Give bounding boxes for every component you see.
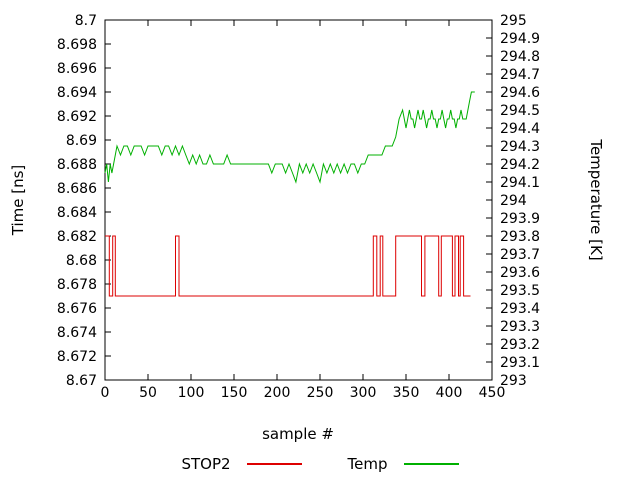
y-right-tick-label: 294 [500, 193, 527, 209]
y-right-tick-label: 293.9 [500, 211, 540, 227]
y-right-tick-label: 293.3 [500, 319, 540, 335]
y-right-tick-label: 293.8 [500, 229, 540, 245]
x-tick-label: 350 [393, 385, 420, 401]
y-right-tick-label: 293.7 [500, 247, 540, 263]
legend-item-stop2: STOP2 [181, 455, 302, 473]
series-line-stop2 [105, 235, 471, 297]
y-right-tick-label: 294.2 [500, 157, 540, 173]
plot-border [104, 19, 493, 381]
x-tick-label: 250 [307, 385, 334, 401]
y-right-tick-label: 295 [500, 13, 527, 29]
x-tick-label: 150 [221, 385, 248, 401]
y-right-tick-label: 294.3 [500, 139, 540, 155]
x-axis-label: sample # [262, 425, 334, 443]
x-tick-label: 400 [436, 385, 463, 401]
y-left-tick-label: 8.67 [66, 373, 97, 389]
x-tick-label: 50 [139, 385, 157, 401]
y-right-tick-label: 293.6 [500, 265, 540, 281]
y-left-tick-label: 8.69 [66, 133, 97, 149]
y-left-tick-label: 8.698 [57, 37, 97, 53]
y-axis-label-right: Temperature [K] [587, 139, 605, 261]
y-right-tick-label: 293.4 [500, 301, 540, 317]
x-tick-label: 300 [350, 385, 377, 401]
y-right-tick-label: 293.2 [500, 337, 540, 353]
legend-label-temp: Temp [347, 455, 388, 473]
y-left-tick-label: 8.674 [57, 325, 97, 341]
x-tick-label: 450 [479, 385, 506, 401]
y-left-tick-label: 8.682 [57, 229, 97, 245]
y-right-tick-label: 294.1 [500, 175, 540, 191]
y-left-tick-label: 8.696 [57, 61, 97, 77]
series-line-temp [104, 91, 475, 184]
legend: STOP2 Temp [0, 455, 640, 473]
y-left-tick-label: 8.694 [57, 85, 97, 101]
y-left-tick-label: 8.672 [57, 349, 97, 365]
y-left-tick-label: 8.676 [57, 301, 97, 317]
y-left-tick-label: 8.692 [57, 109, 97, 125]
y-axis-label-left: Time [ns] [9, 164, 27, 236]
y-right-tick-label: 293 [500, 373, 527, 389]
y-right-tick-label: 293.5 [500, 283, 540, 299]
x-tick-label: 0 [101, 385, 110, 401]
y-right-tick-label: 294.4 [500, 121, 540, 137]
x-tick-label: 100 [178, 385, 205, 401]
y-right-tick-label: 293.1 [500, 355, 540, 371]
legend-label-stop2: STOP2 [181, 455, 231, 473]
y-right-tick-label: 294.6 [500, 85, 540, 101]
y-left-tick-label: 8.688 [57, 157, 97, 173]
legend-line-stop2 [246, 463, 302, 465]
legend-item-temp: Temp [348, 455, 459, 473]
y-left-tick-label: 8.68 [66, 253, 97, 269]
y-left-tick-label: 8.684 [57, 205, 97, 221]
y-left-tick-label: 8.7 [75, 13, 97, 29]
y-right-tick-label: 294.9 [500, 31, 540, 47]
y-right-tick-label: 294.7 [500, 67, 540, 83]
y-right-tick-label: 294.8 [500, 49, 540, 65]
legend-line-temp [403, 463, 459, 465]
y-left-tick-label: 8.686 [57, 181, 97, 197]
y-left-tick-label: 8.678 [57, 277, 97, 293]
y-right-tick-label: 294.5 [500, 103, 540, 119]
x-tick-label: 200 [264, 385, 291, 401]
